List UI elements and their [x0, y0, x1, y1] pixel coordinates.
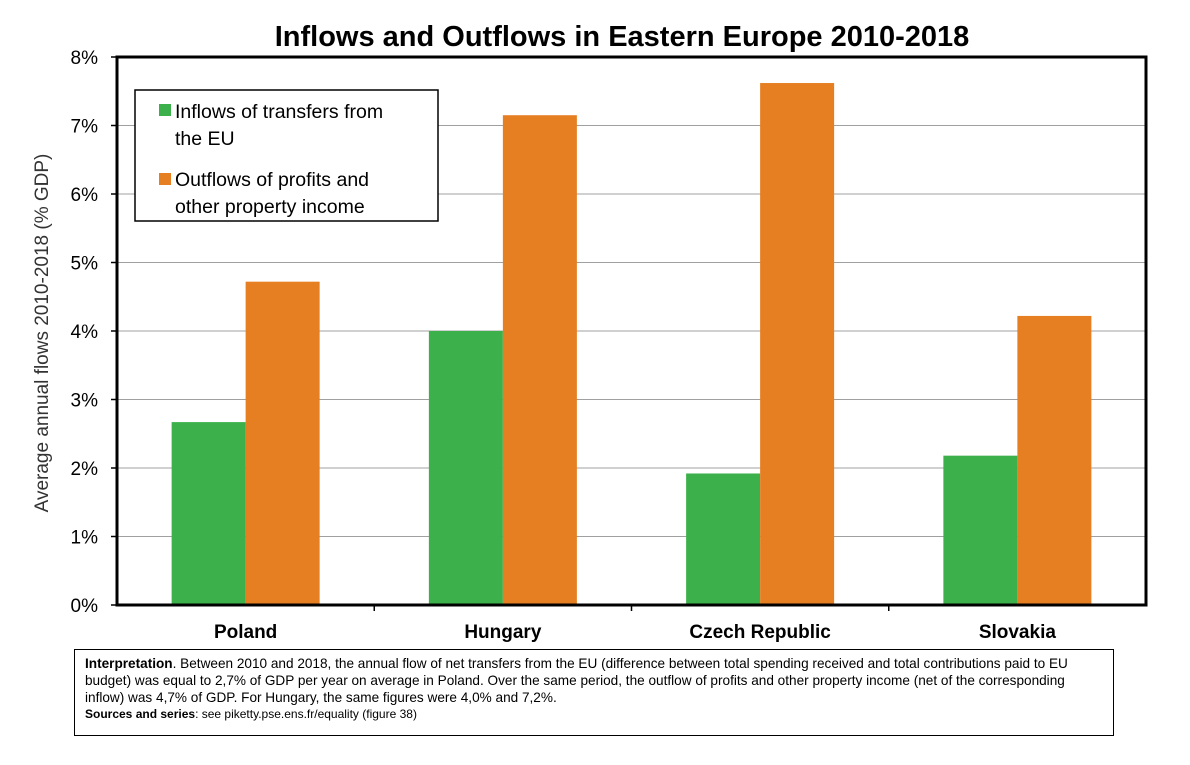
- y-tick-label: 7%: [71, 117, 99, 138]
- legend-swatch-inflows: [159, 104, 171, 116]
- x-tick-label: Czech Republic: [689, 622, 831, 643]
- legend-label-inflows-line1: Inflows of transfers from: [175, 101, 383, 123]
- sources-line: Sources and series: see piketty.pse.ens.…: [85, 706, 1105, 723]
- legend-label-outflows-line1: Outflows of profits and: [175, 169, 369, 191]
- bars: [171, 83, 1092, 605]
- y-tick-label: 2%: [71, 459, 99, 480]
- bar-inflows: [171, 422, 246, 605]
- legend-box: [134, 89, 439, 222]
- y-axis-ticks: 0% 1% 2% 3% 4% 5% 6% 7% 8%: [71, 48, 117, 617]
- x-axis-ticks: Poland Hungary Czech Republic Slovakia: [214, 605, 1056, 643]
- chart: Inflows and Outflows in Eastern Europe 2…: [32, 21, 1148, 643]
- bar-outflows: [760, 83, 835, 605]
- y-axis-label: Average annual flows 2010-2018 (% GDP): [32, 154, 53, 513]
- legend-label-inflows-line2: the EU: [175, 128, 235, 150]
- interpretation-note: Interpretation. Between 2010 and 2018, t…: [74, 649, 1114, 736]
- y-tick-label: 0%: [71, 596, 99, 617]
- sources-text: : see piketty.pse.ens.fr/equality (figur…: [195, 707, 417, 721]
- y-tick-label: 6%: [71, 185, 99, 206]
- x-tick-label: Poland: [214, 622, 277, 643]
- legend: Inflows of transfers from the EU Outflow…: [134, 89, 439, 222]
- y-tick-label: 4%: [71, 322, 99, 343]
- legend-swatch-outflows: [159, 173, 171, 185]
- interpretation-text: . Between 2010 and 2018, the annual flow…: [85, 656, 1068, 705]
- y-tick-label: 8%: [71, 48, 99, 69]
- x-tick-label: Hungary: [464, 622, 542, 643]
- interpretation-label: Interpretation: [85, 656, 173, 671]
- bar-inflows: [428, 331, 503, 605]
- legend-label-outflows-line2: other property income: [175, 196, 365, 218]
- x-tick-label: Slovakia: [979, 622, 1057, 643]
- bar-outflows: [245, 281, 320, 605]
- y-tick-label: 5%: [71, 254, 99, 275]
- chart-title: Inflows and Outflows in Eastern Europe 2…: [275, 21, 970, 53]
- bar-outflows: [502, 115, 577, 605]
- sources-label: Sources and series: [85, 707, 196, 721]
- bar-outflows: [1017, 315, 1092, 605]
- bar-inflows: [686, 473, 761, 605]
- bar-inflows: [943, 455, 1018, 605]
- y-tick-label: 1%: [71, 528, 99, 549]
- y-tick-label: 3%: [71, 391, 99, 412]
